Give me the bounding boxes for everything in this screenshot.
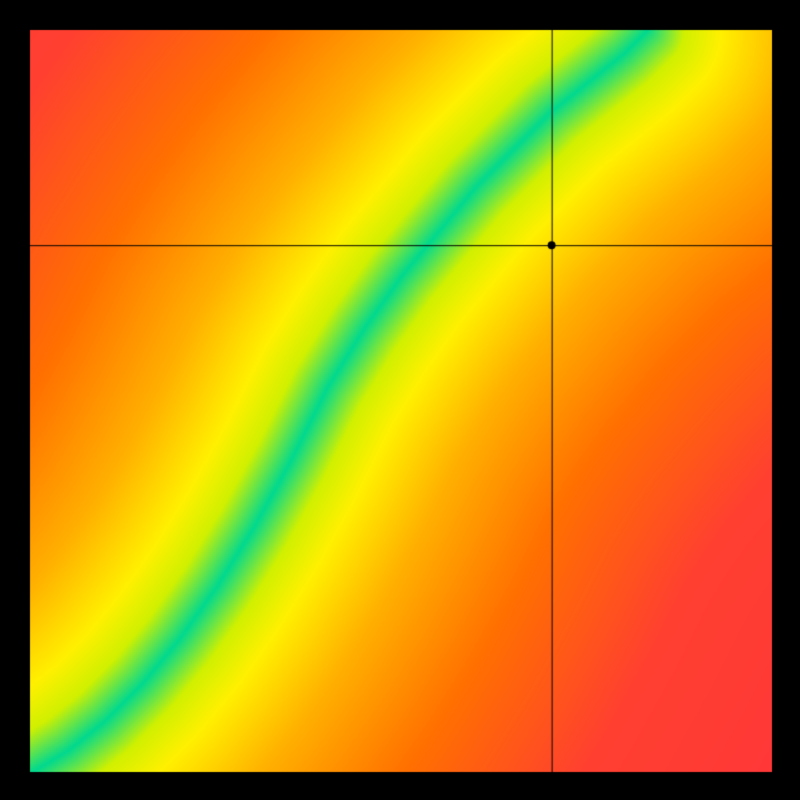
chart-container: TheBottleneck.com [0,0,800,800]
bottleneck-heatmap [0,0,800,800]
